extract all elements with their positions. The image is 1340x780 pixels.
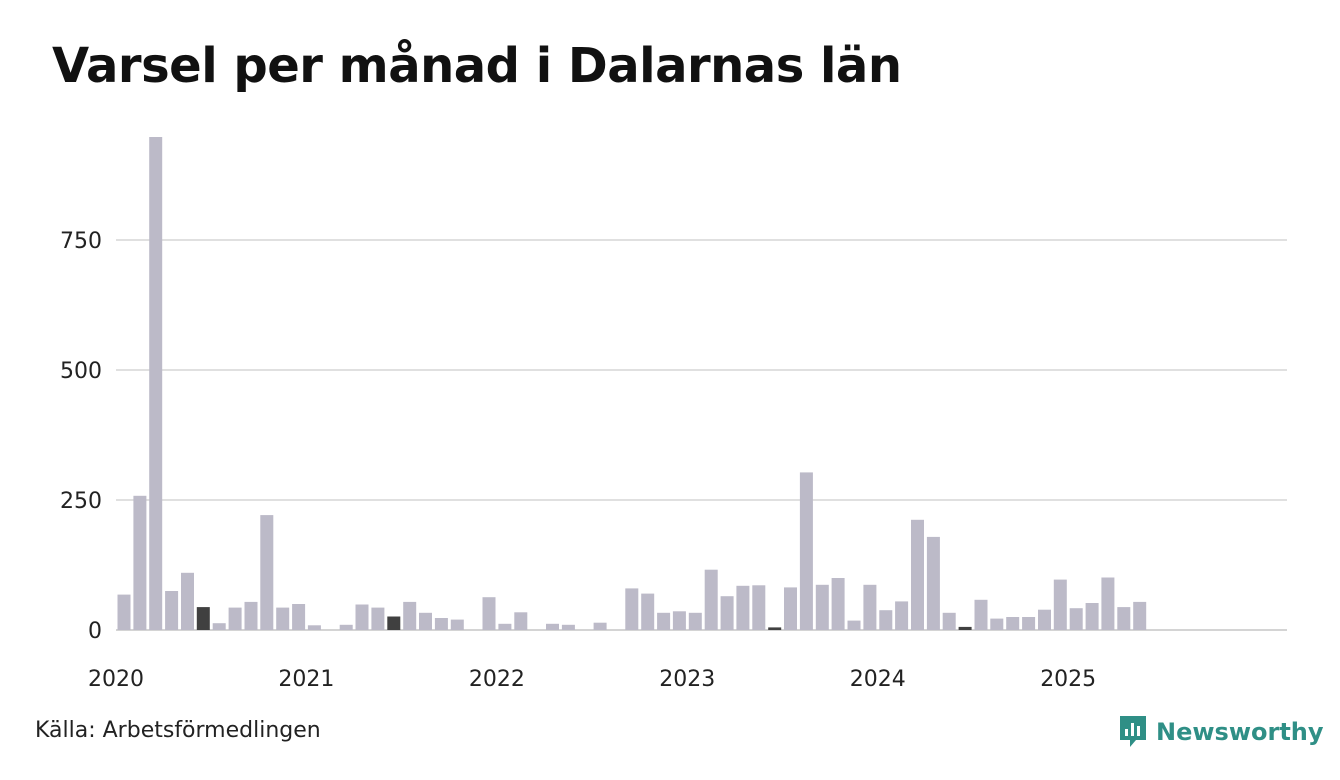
- bar-2024-01: [879, 610, 893, 630]
- bar-2020-06: [196, 607, 210, 630]
- bar-2020-07: [212, 623, 226, 630]
- bar-2022-11: [657, 612, 671, 630]
- bar-2025-01: [1069, 608, 1083, 630]
- bar-2020-12: [292, 604, 306, 630]
- x-tick-label: 2021: [278, 667, 334, 692]
- brand-name: Newsworthy: [1156, 718, 1324, 746]
- bar-2021-12: [482, 597, 496, 630]
- bar-2024-02: [895, 601, 909, 630]
- bar-2021-03: [339, 624, 353, 630]
- bar-2025-03: [1101, 577, 1115, 630]
- bar-2024-11: [1038, 609, 1051, 630]
- bar-2020-08: [228, 607, 242, 630]
- bar-2021-07: [403, 601, 417, 630]
- x-tick-label: 2023: [659, 667, 715, 692]
- bar-2022-10: [641, 593, 655, 630]
- bar-2025-05: [1133, 601, 1147, 630]
- source-note: Källa: Arbetsförmedlingen: [35, 718, 321, 743]
- bar-2023-01: [688, 612, 702, 630]
- bar-2020-11: [276, 607, 290, 630]
- bar-2023-10: [831, 578, 845, 630]
- bar-2024-12: [1053, 579, 1067, 630]
- bar-2023-12: [863, 584, 877, 630]
- y-axis: 0 250 500 750: [60, 229, 102, 644]
- bar-2020-03: [149, 137, 163, 630]
- bar-2023-02: [704, 569, 718, 630]
- bar-2024-04: [926, 536, 940, 630]
- bar-2025-02: [1085, 603, 1099, 630]
- bar-2025-04: [1117, 607, 1131, 630]
- x-axis: 2020 2021 2022 2023 2024 2025: [88, 667, 1096, 692]
- bar-2023-05: [752, 585, 766, 630]
- bar-2022-04: [546, 623, 559, 630]
- x-tick-label: 2024: [850, 667, 906, 692]
- bar-2024-10: [1022, 617, 1036, 630]
- bar-2023-07: [784, 587, 797, 630]
- grid-lines: [116, 239, 1287, 631]
- bar-2023-06: [768, 627, 782, 630]
- y-tick-label: 0: [88, 619, 102, 644]
- bar-2021-06: [387, 616, 401, 630]
- brand: Newsworthy: [1118, 712, 1324, 752]
- bar-2021-10: [450, 619, 464, 630]
- bar-2023-11: [847, 620, 861, 630]
- bar-2021-09: [434, 618, 448, 630]
- bars: [117, 137, 1147, 630]
- x-tick-label: 2020: [88, 667, 144, 692]
- bar-2021-04: [355, 604, 369, 630]
- bar-2024-03: [911, 519, 924, 630]
- bar-2020-05: [181, 572, 194, 630]
- bar-2021-08: [419, 612, 432, 630]
- x-tick-label: 2022: [469, 667, 525, 692]
- bar-2022-02: [514, 612, 528, 630]
- bar-2020-01: [117, 594, 131, 630]
- bar-2024-06: [958, 626, 972, 630]
- bar-2023-09: [815, 584, 829, 630]
- bar-2022-01: [498, 623, 512, 630]
- bar-2020-09: [244, 601, 258, 630]
- bar-2024-08: [990, 618, 1004, 630]
- bar-2020-02: [133, 495, 147, 630]
- bar-2024-07: [974, 599, 988, 630]
- bar-2024-05: [942, 612, 956, 630]
- bar-2022-05: [561, 624, 575, 630]
- bar-2023-08: [799, 472, 813, 630]
- y-tick-label: 750: [60, 229, 102, 254]
- bar-2020-04: [165, 591, 179, 630]
- y-tick-label: 250: [60, 489, 102, 514]
- bar-2022-07: [593, 622, 607, 630]
- x-tick-label: 2025: [1040, 667, 1096, 692]
- bar-2021-05: [371, 607, 385, 630]
- bar-2023-04: [736, 585, 750, 630]
- bar-2022-09: [625, 588, 639, 630]
- bar-2022-12: [672, 611, 686, 630]
- bar-2020-10: [260, 515, 274, 630]
- bar-2024-09: [1006, 617, 1020, 630]
- newsworthy-logo-icon: [1120, 716, 1146, 747]
- bar-2023-03: [720, 596, 734, 630]
- bar-2021-01: [307, 625, 321, 630]
- chart-title: Varsel per månad i Dalarnas län: [52, 38, 902, 94]
- y-tick-label: 500: [60, 359, 102, 384]
